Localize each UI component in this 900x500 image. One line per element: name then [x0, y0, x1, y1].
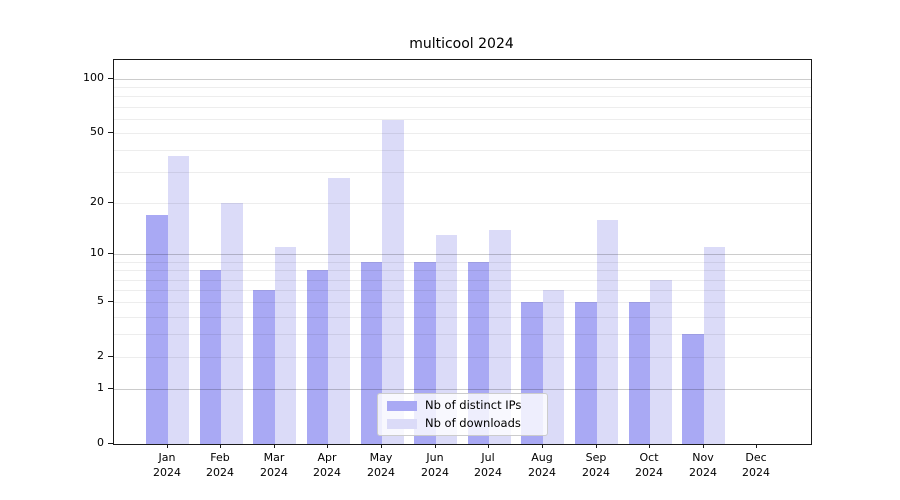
legend-swatch-distinct-ips: [387, 400, 417, 411]
bar-nov-downloads: [703, 247, 726, 444]
x-tick-mar: [274, 444, 275, 448]
gridline-7: [114, 280, 811, 281]
gridline-10: [114, 254, 811, 255]
x-label-nov: Nov 2024: [689, 451, 717, 479]
gridline-60: [114, 119, 811, 120]
bar-jun-downloads: [435, 235, 458, 444]
bar-sep-downloads: [596, 219, 619, 444]
x-label-jun: Jun 2024: [421, 451, 449, 479]
y-tick-20: [108, 202, 113, 203]
bar-feb-distinct-ips: [199, 270, 222, 444]
gridline-3: [114, 334, 811, 335]
gridline-100: [114, 79, 811, 80]
bar-jul-downloads: [489, 229, 511, 444]
gridline-30: [114, 172, 811, 173]
gridline-2: [114, 357, 811, 358]
legend-label-downloads: Nb of downloads: [425, 416, 521, 430]
gridline-1: [114, 389, 811, 390]
bar-apr-distinct-ips: [306, 270, 329, 444]
bar-mar-downloads: [274, 247, 297, 444]
x-label-mar: Mar 2024: [260, 451, 288, 479]
y-label-2: 2: [97, 349, 104, 362]
bar-apr-downloads: [328, 177, 350, 444]
y-label-50: 50: [90, 125, 104, 138]
x-tick-jun: [435, 444, 436, 448]
gridline-5: [114, 302, 811, 303]
y-label-10: 10: [90, 246, 104, 259]
gridline-8: [114, 270, 811, 271]
y-tick-50: [108, 132, 113, 133]
x-tick-aug: [542, 444, 543, 448]
y-tick-0: [108, 443, 113, 444]
bar-oct-downloads: [650, 279, 672, 444]
bar-aug-downloads: [542, 290, 565, 444]
bar-feb-downloads: [221, 203, 243, 444]
x-tick-apr: [327, 444, 328, 448]
y-tick-5: [108, 301, 113, 302]
gridline-9: [114, 262, 811, 263]
x-tick-jul: [488, 444, 489, 448]
gridline-80: [114, 96, 811, 97]
gridline-40: [114, 150, 811, 151]
x-label-aug: Aug 2024: [528, 451, 556, 479]
legend-swatch-downloads: [387, 418, 417, 429]
y-label-100: 100: [83, 71, 104, 84]
bar-nov-distinct-ips: [682, 334, 704, 444]
x-label-oct: Oct 2024: [635, 451, 663, 479]
y-label-20: 20: [90, 195, 104, 208]
bar-sep-distinct-ips: [575, 302, 597, 444]
x-tick-feb: [220, 444, 221, 448]
bar-jan-distinct-ips: [146, 215, 168, 444]
x-tick-dec: [756, 444, 757, 448]
gridline-70: [114, 107, 811, 108]
gridline-50: [114, 133, 811, 134]
x-tick-sep: [596, 444, 597, 448]
x-tick-may: [381, 444, 382, 448]
bar-may-distinct-ips: [360, 261, 383, 444]
x-label-sep: Sep 2024: [582, 451, 610, 479]
legend-row-downloads: Nb of downloads: [387, 416, 547, 431]
y-label-0: 0: [97, 436, 104, 449]
legend-label-distinct-ips: Nb of distinct IPs: [425, 398, 522, 412]
bar-mar-distinct-ips: [253, 290, 275, 444]
gridline-90: [114, 87, 811, 88]
x-label-apr: Apr 2024: [313, 451, 341, 479]
legend-row-distinct-ips: Nb of distinct IPs: [387, 398, 547, 413]
plot-area: [113, 59, 812, 445]
x-tick-oct: [649, 444, 650, 448]
gridline-4: [114, 317, 811, 318]
y-tick-100: [108, 78, 113, 79]
y-tick-10: [108, 253, 113, 254]
x-label-feb: Feb 2024: [206, 451, 234, 479]
x-tick-nov: [703, 444, 704, 448]
x-tick-jan: [167, 444, 168, 448]
x-label-dec: Dec 2024: [742, 451, 770, 479]
y-label-1: 1: [97, 381, 104, 394]
y-label-5: 5: [97, 294, 104, 307]
bar-jan-downloads: [167, 156, 190, 444]
x-label-jul: Jul 2024: [474, 451, 502, 479]
legend: Nb of distinct IPs Nb of downloads: [377, 393, 548, 436]
y-tick-2: [108, 356, 113, 357]
chart-title: multicool 2024: [409, 36, 514, 52]
gridline-6: [114, 290, 811, 291]
x-label-may: May 2024: [367, 451, 395, 479]
bar-oct-distinct-ips: [628, 302, 651, 444]
bar-may-downloads: [382, 120, 404, 444]
gridline-20: [114, 203, 811, 204]
y-tick-1: [108, 388, 113, 389]
x-label-jan: Jan 2024: [153, 451, 181, 479]
